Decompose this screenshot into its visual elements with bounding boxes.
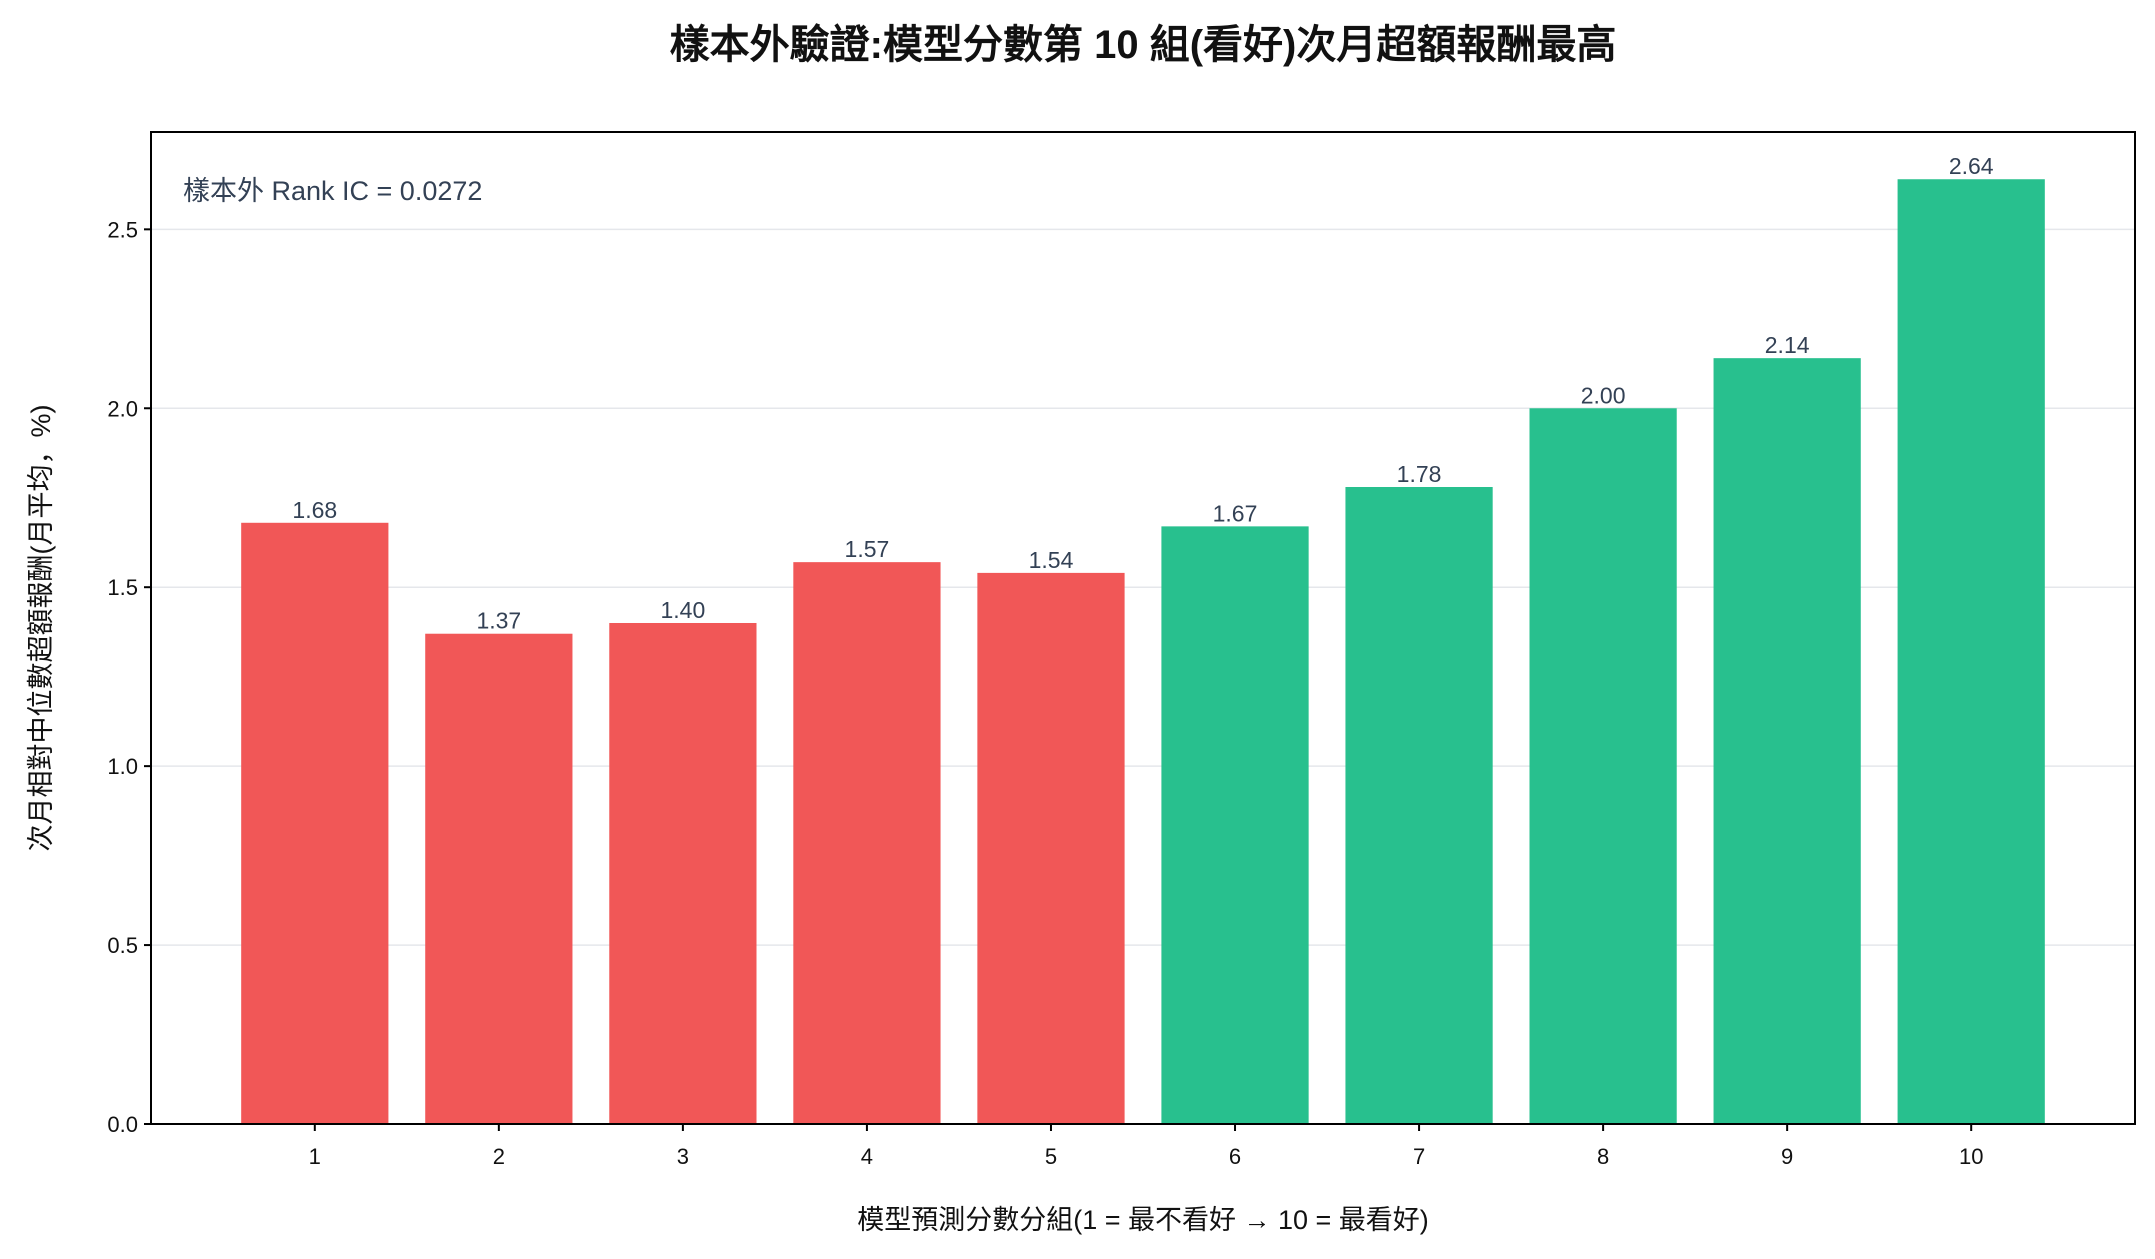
axis-ticks: 0.0 0.5 1.0 1.5 2.0 2.5 1 2 3 4 5 6 7 8 9 10 <box>107 217 1983 1169</box>
data-label-group-9: 2.14 <box>1765 332 1810 358</box>
bar-group-4 <box>793 562 941 1124</box>
data-label-group-1: 1.68 <box>292 497 337 523</box>
bar-group-8 <box>1529 408 1677 1125</box>
y-tick-label-3: 1.5 <box>107 575 138 600</box>
plot-frame <box>150 131 2136 1125</box>
x-axis-label: 模型預測分數分組(1 = 最不看好 → 10 = 最看好) <box>857 1205 1429 1235</box>
data-label-group-6: 1.67 <box>1213 500 1258 526</box>
y-axis-label: 次月相對中位數超額報酬(月平均，%) <box>26 405 56 852</box>
x-tick-label-8: 8 <box>1597 1144 1609 1169</box>
bar-group-1 <box>241 522 389 1124</box>
x-tick-label-10: 10 <box>1959 1144 1983 1169</box>
x-tick-label-9: 9 <box>1781 1144 1793 1169</box>
y-tick-label-0: 0.0 <box>107 1112 138 1137</box>
bar-group-5 <box>977 572 1125 1124</box>
bars <box>241 179 2045 1125</box>
x-tick-label-1: 1 <box>309 1144 321 1169</box>
bar-group-6 <box>1161 526 1309 1124</box>
bar-group-7 <box>1345 487 1493 1124</box>
y-tick-label-5: 2.5 <box>107 217 138 242</box>
y-tick-label-4: 2.0 <box>107 396 138 421</box>
y-tick-label-2: 1.0 <box>107 754 138 779</box>
data-label-group-7: 1.78 <box>1397 461 1442 487</box>
data-label-group-2: 1.37 <box>476 608 521 634</box>
chart-title: 樣本外驗證:模型分數第 10 組(看好)次月超額報酬最高 <box>670 22 1617 67</box>
data-label-group-4: 1.57 <box>845 536 890 562</box>
bar-group-9 <box>1713 358 1861 1124</box>
x-tick-label-3: 3 <box>677 1144 689 1169</box>
data-labels: 1.68 1.37 1.40 1.57 1.54 1.67 1.78 2.00 2.14 2.64 <box>292 153 1993 633</box>
bar-group-10 <box>1897 179 2045 1124</box>
bar-group-3 <box>609 622 757 1124</box>
data-label-group-5: 1.54 <box>1029 547 1074 573</box>
rank-ic-annotation: 樣本外 Rank IC = 0.0272 <box>183 176 482 206</box>
x-tick-label-7: 7 <box>1413 1144 1425 1169</box>
x-tick-label-6: 6 <box>1229 1144 1241 1169</box>
data-label-group-10: 2.64 <box>1949 153 1994 179</box>
x-tick-label-4: 4 <box>861 1144 873 1169</box>
x-tick-label-5: 5 <box>1045 1144 1057 1169</box>
data-label-group-3: 1.40 <box>661 597 706 623</box>
x-tick-label-2: 2 <box>493 1144 505 1169</box>
bar-group-2 <box>425 633 573 1124</box>
data-label-group-8: 2.00 <box>1581 382 1626 408</box>
y-tick-label-1: 0.5 <box>107 933 138 958</box>
